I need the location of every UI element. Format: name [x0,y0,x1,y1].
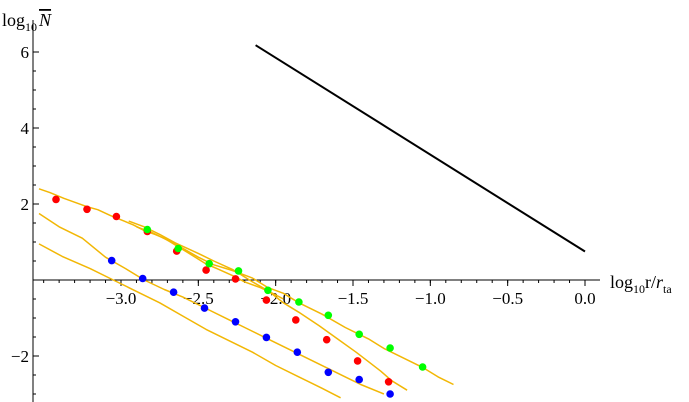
green-point [234,267,243,275]
track-line [128,220,408,391]
y-tick-label: 2 [21,195,30,214]
blue-point [107,256,116,265]
x-tick-label: −3.0 [106,289,137,308]
blue-point [324,368,333,377]
blue-point [355,375,364,384]
red-point [83,205,91,214]
x-axis-label: log10r/rta [610,272,672,296]
green-point [324,311,333,320]
track-line [38,188,284,300]
blue-point [231,318,240,326]
red-point [322,335,331,344]
green-point [418,363,427,371]
x-tick-label: −1.0 [415,289,446,308]
y-tick-label: 6 [21,43,30,62]
x-tick-label: −2.5 [183,289,214,308]
green-point [355,330,364,339]
red-point [353,357,362,365]
blue-point [386,390,394,398]
x-tick-label: −1.5 [338,289,369,308]
blue-point [138,274,147,283]
green-point [386,344,394,352]
blue-point [200,304,209,312]
y-tick-label: 4 [21,119,30,138]
blue-point [169,288,178,297]
red-point [292,316,300,324]
blue-point [293,348,302,357]
red-point [231,275,240,283]
y-tick-label: −2 [11,347,29,366]
y-axis-label: log10 N [2,10,52,34]
x-tick-label: −0.5 [492,289,523,308]
green-point [295,298,303,306]
red-point [262,296,271,304]
green-point [174,244,182,253]
green-point [205,259,213,268]
red-point [202,266,210,274]
reference-line [255,44,586,253]
green-point [143,225,152,234]
blue-point [262,333,271,342]
red-point [112,212,121,221]
track-line [38,243,341,399]
x-tick-label: 0.0 [574,289,595,308]
green-point [264,286,272,295]
series-layer [38,44,586,399]
points-layer [52,195,427,398]
track-line [136,226,454,386]
track-line [38,212,385,395]
red-point [52,195,60,204]
red-point [384,378,393,386]
